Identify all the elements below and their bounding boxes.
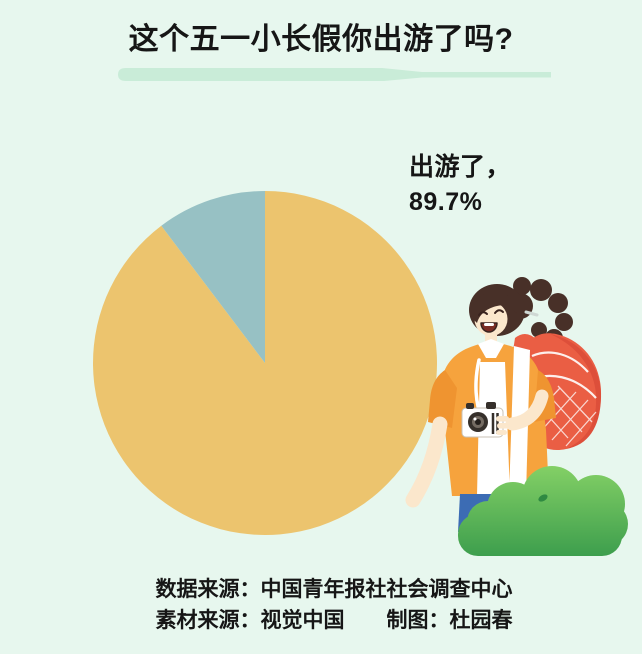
underline-shape: [118, 68, 551, 81]
source-line-2: 素材来源：视觉中国 制图：杜园春: [155, 609, 513, 632]
slice-label: 出游了， 89.7%: [409, 150, 511, 220]
slice-label-line2: 89.7%: [409, 188, 483, 216]
bangs: [473, 291, 517, 323]
hand-fingers: [496, 416, 509, 435]
page-title: 这个五一小长假你出游了吗?: [128, 23, 514, 56]
closed-eyes: [478, 309, 504, 316]
bush-leaf: [538, 494, 548, 502]
pie-chart: [93, 191, 437, 535]
title-underline-bar: [118, 68, 551, 81]
teeth: [484, 323, 494, 326]
camera-icon: [461, 402, 504, 438]
left-arm: [405, 416, 448, 508]
right-arm: [505, 389, 549, 431]
traveler-illustration: [405, 277, 628, 556]
footer: 数据来源：中国青年报社社会调查中心 素材来源：视觉中国 制图：杜园春: [13, 574, 642, 636]
hair-clip: [524, 310, 539, 317]
shirt-collar: [478, 339, 504, 358]
left-sleeve: [428, 370, 457, 428]
pie-slice-1: [161, 191, 265, 363]
pie-slice-出游了: [93, 191, 437, 535]
bush: [458, 466, 628, 556]
source-line-1: 数据来源：中国青年报社社会调查中心: [155, 578, 513, 601]
slice-label-line1: 出游了，: [409, 153, 512, 181]
